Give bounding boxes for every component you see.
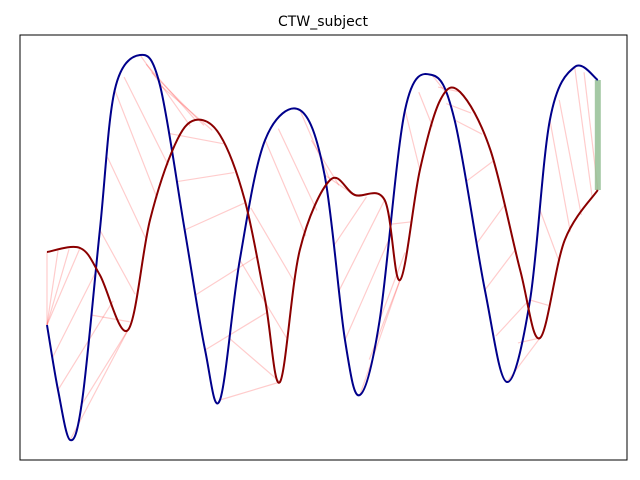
alignment-line xyxy=(46,250,59,326)
alignment-line xyxy=(99,229,136,295)
series-line xyxy=(46,53,599,442)
alignment-line xyxy=(359,279,401,396)
alignment-line xyxy=(51,270,98,358)
alignment-line xyxy=(139,54,191,127)
alignment-line xyxy=(368,279,401,360)
chart-title: CTW_subject xyxy=(278,14,368,30)
alignment-line xyxy=(338,199,386,292)
alignment-line xyxy=(495,299,530,337)
alignment-line xyxy=(69,329,129,441)
alignment-line xyxy=(239,259,288,339)
alignment-line xyxy=(264,139,307,237)
alignment-line xyxy=(539,209,560,262)
alignment-line xyxy=(79,329,129,408)
plot-frame xyxy=(19,34,628,461)
alignment-line xyxy=(219,381,281,401)
alignment-line xyxy=(299,109,331,181)
alignment-line xyxy=(46,249,70,326)
alignment-line xyxy=(151,72,205,126)
alignment-line xyxy=(195,256,257,296)
alignment-line xyxy=(90,314,130,323)
alignment-line xyxy=(324,174,351,193)
alignment-line xyxy=(176,171,235,183)
alignment-line xyxy=(344,234,392,341)
alignment-line xyxy=(277,128,318,211)
alignment-line xyxy=(391,221,411,225)
alignment-line xyxy=(184,202,246,231)
alignment-line xyxy=(529,299,549,306)
alignment-line xyxy=(549,119,571,232)
alignment-line xyxy=(484,249,516,291)
alignment-line xyxy=(404,109,421,171)
alignment-line xyxy=(454,119,483,135)
alignment-line xyxy=(57,300,114,391)
alignment-line xyxy=(379,252,406,321)
alignment-line xyxy=(506,337,541,383)
alignment-line xyxy=(114,89,158,199)
alignment-line xyxy=(168,132,224,145)
alignment-line xyxy=(476,205,505,244)
alignment-line xyxy=(437,86,461,93)
series-line xyxy=(46,86,599,384)
alignment-line xyxy=(159,84,213,131)
alignment-line xyxy=(574,66,593,199)
alignment-line xyxy=(332,196,367,247)
alignment-line xyxy=(107,157,147,240)
alignment-line xyxy=(204,311,268,351)
alignment-line xyxy=(465,160,494,183)
alignment-line xyxy=(228,337,281,383)
alignment-line xyxy=(418,91,434,127)
alignment-line xyxy=(123,76,169,166)
alignment-line xyxy=(46,247,81,326)
alignment-line xyxy=(558,99,582,216)
alignment-line xyxy=(145,63,197,121)
alignment-line xyxy=(250,207,296,284)
